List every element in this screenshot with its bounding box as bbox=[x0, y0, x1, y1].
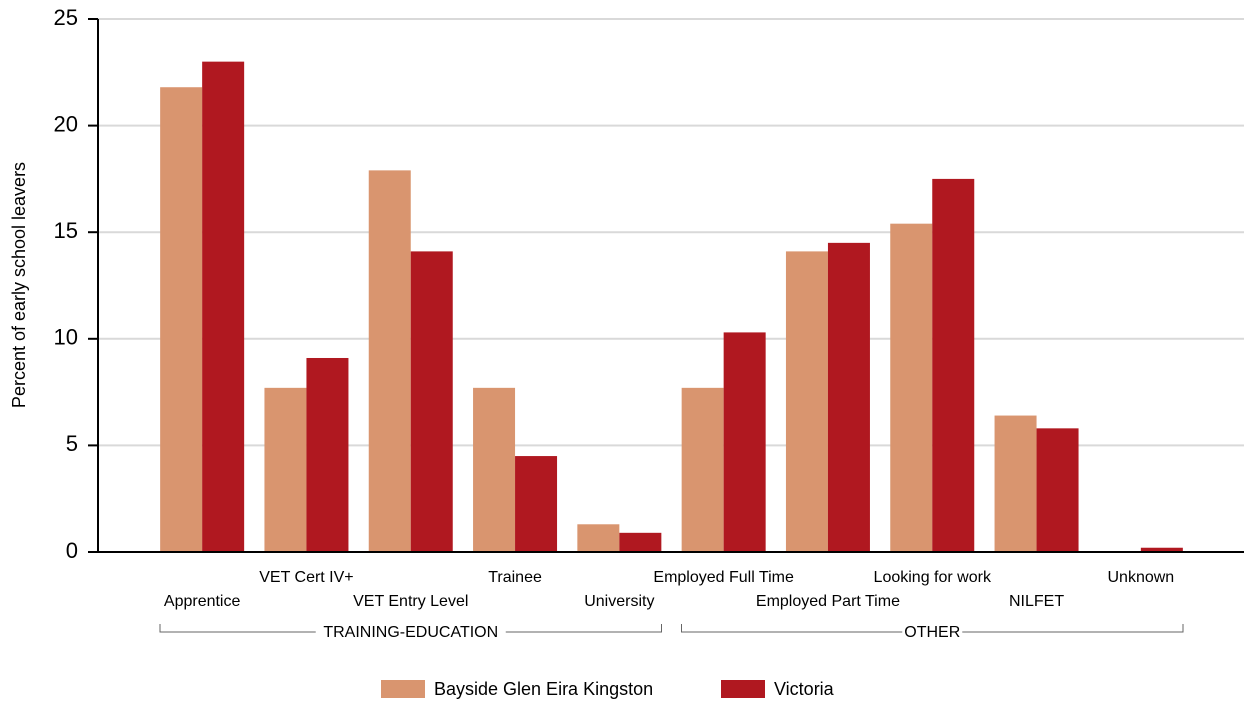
x-tick-label: Trainee bbox=[488, 569, 542, 586]
x-tick-label: VET Entry Level bbox=[353, 593, 468, 610]
bar bbox=[1140, 547, 1183, 552]
bar bbox=[577, 524, 620, 552]
bar bbox=[723, 332, 766, 552]
x-tick-label: NILFET bbox=[1009, 593, 1064, 610]
bar bbox=[160, 87, 203, 552]
y-tick-label: 10 bbox=[54, 325, 78, 350]
x-tick-label: Employed Part Time bbox=[756, 593, 900, 610]
bar bbox=[890, 223, 933, 552]
bar bbox=[410, 251, 453, 552]
bar bbox=[994, 415, 1037, 552]
group-label-bg bbox=[902, 622, 963, 642]
bar bbox=[932, 178, 975, 552]
group-label: TRAINING-EDUCATION bbox=[323, 624, 498, 641]
x-tick-label: VET Cert IV+ bbox=[259, 569, 353, 586]
legend-label: Victoria bbox=[774, 679, 835, 699]
group-label-bg bbox=[315, 622, 506, 642]
bar bbox=[306, 357, 349, 552]
bar bbox=[681, 387, 724, 552]
bar bbox=[473, 387, 516, 552]
y-tick-label: 15 bbox=[54, 218, 78, 243]
y-tick-label: 25 bbox=[54, 5, 78, 30]
bar bbox=[827, 242, 870, 553]
y-tick-label: 5 bbox=[66, 431, 78, 456]
y-axis-label: Percent of early school leavers bbox=[9, 162, 29, 408]
x-tick-label: Employed Full Time bbox=[653, 569, 794, 586]
y-tick-label: 0 bbox=[66, 538, 78, 563]
bar bbox=[619, 532, 662, 552]
legend-swatch bbox=[381, 680, 425, 698]
bar bbox=[264, 387, 307, 552]
group-label: OTHER bbox=[904, 624, 960, 641]
x-tick-label: Looking for work bbox=[874, 569, 992, 586]
bar bbox=[368, 170, 411, 552]
y-tick-label: 20 bbox=[54, 111, 78, 136]
x-tick-label: Unknown bbox=[1107, 569, 1174, 586]
bar bbox=[785, 251, 828, 552]
x-tick-label: University bbox=[584, 593, 654, 610]
legend-label: Bayside Glen Eira Kingston bbox=[434, 679, 653, 699]
bar bbox=[515, 456, 558, 552]
bar bbox=[202, 61, 245, 552]
x-tick-label: Apprentice bbox=[164, 593, 241, 610]
legend-swatch bbox=[721, 680, 765, 698]
bar bbox=[1036, 428, 1079, 552]
